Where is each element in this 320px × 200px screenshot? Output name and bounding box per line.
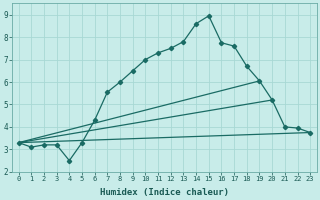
X-axis label: Humidex (Indice chaleur): Humidex (Indice chaleur) [100,188,229,197]
